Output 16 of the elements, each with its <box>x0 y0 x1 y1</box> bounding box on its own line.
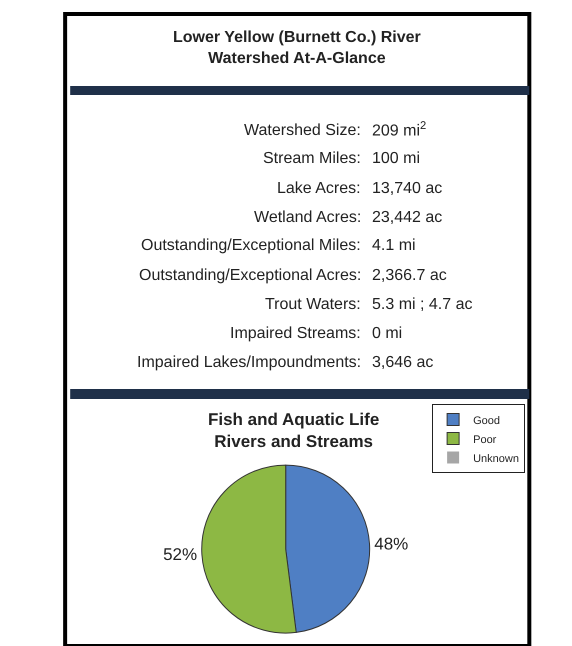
data-label: 48% <box>374 534 408 554</box>
legend-label: Good <box>473 414 500 427</box>
text: Trout Waters: 5.3 mi ; 4.7 ac <box>265 296 472 313</box>
text: Stream Miles: 100 mi <box>263 150 420 167</box>
text: Outstanding/Exceptional Acres: 2,366.7 ac <box>139 267 447 284</box>
text: Watershed Size: 209 mi$^{2}$ <box>244 120 426 140</box>
text: Fish and Aquatic Life Rivers and Streams <box>208 410 380 452</box>
data-label: 52% <box>163 544 198 564</box>
text: Lake Acres: 13,740 ac <box>277 180 442 197</box>
text: Wetland Acres: 23,442 ac <box>254 209 442 226</box>
text: Impaired Lakes/Impoundments: 3,646 ac <box>137 354 434 371</box>
text: Outstanding/Exceptional Miles: 4.1 mi <box>141 237 416 254</box>
text: Impaired Streams: 0 mi <box>230 325 402 342</box>
text: Lower Yellow (Burnett Co.) River Watershed At-A-Glance <box>173 29 421 67</box>
legend-label: Unknown <box>473 452 519 465</box>
legend-label: Poor <box>473 434 497 446</box>
